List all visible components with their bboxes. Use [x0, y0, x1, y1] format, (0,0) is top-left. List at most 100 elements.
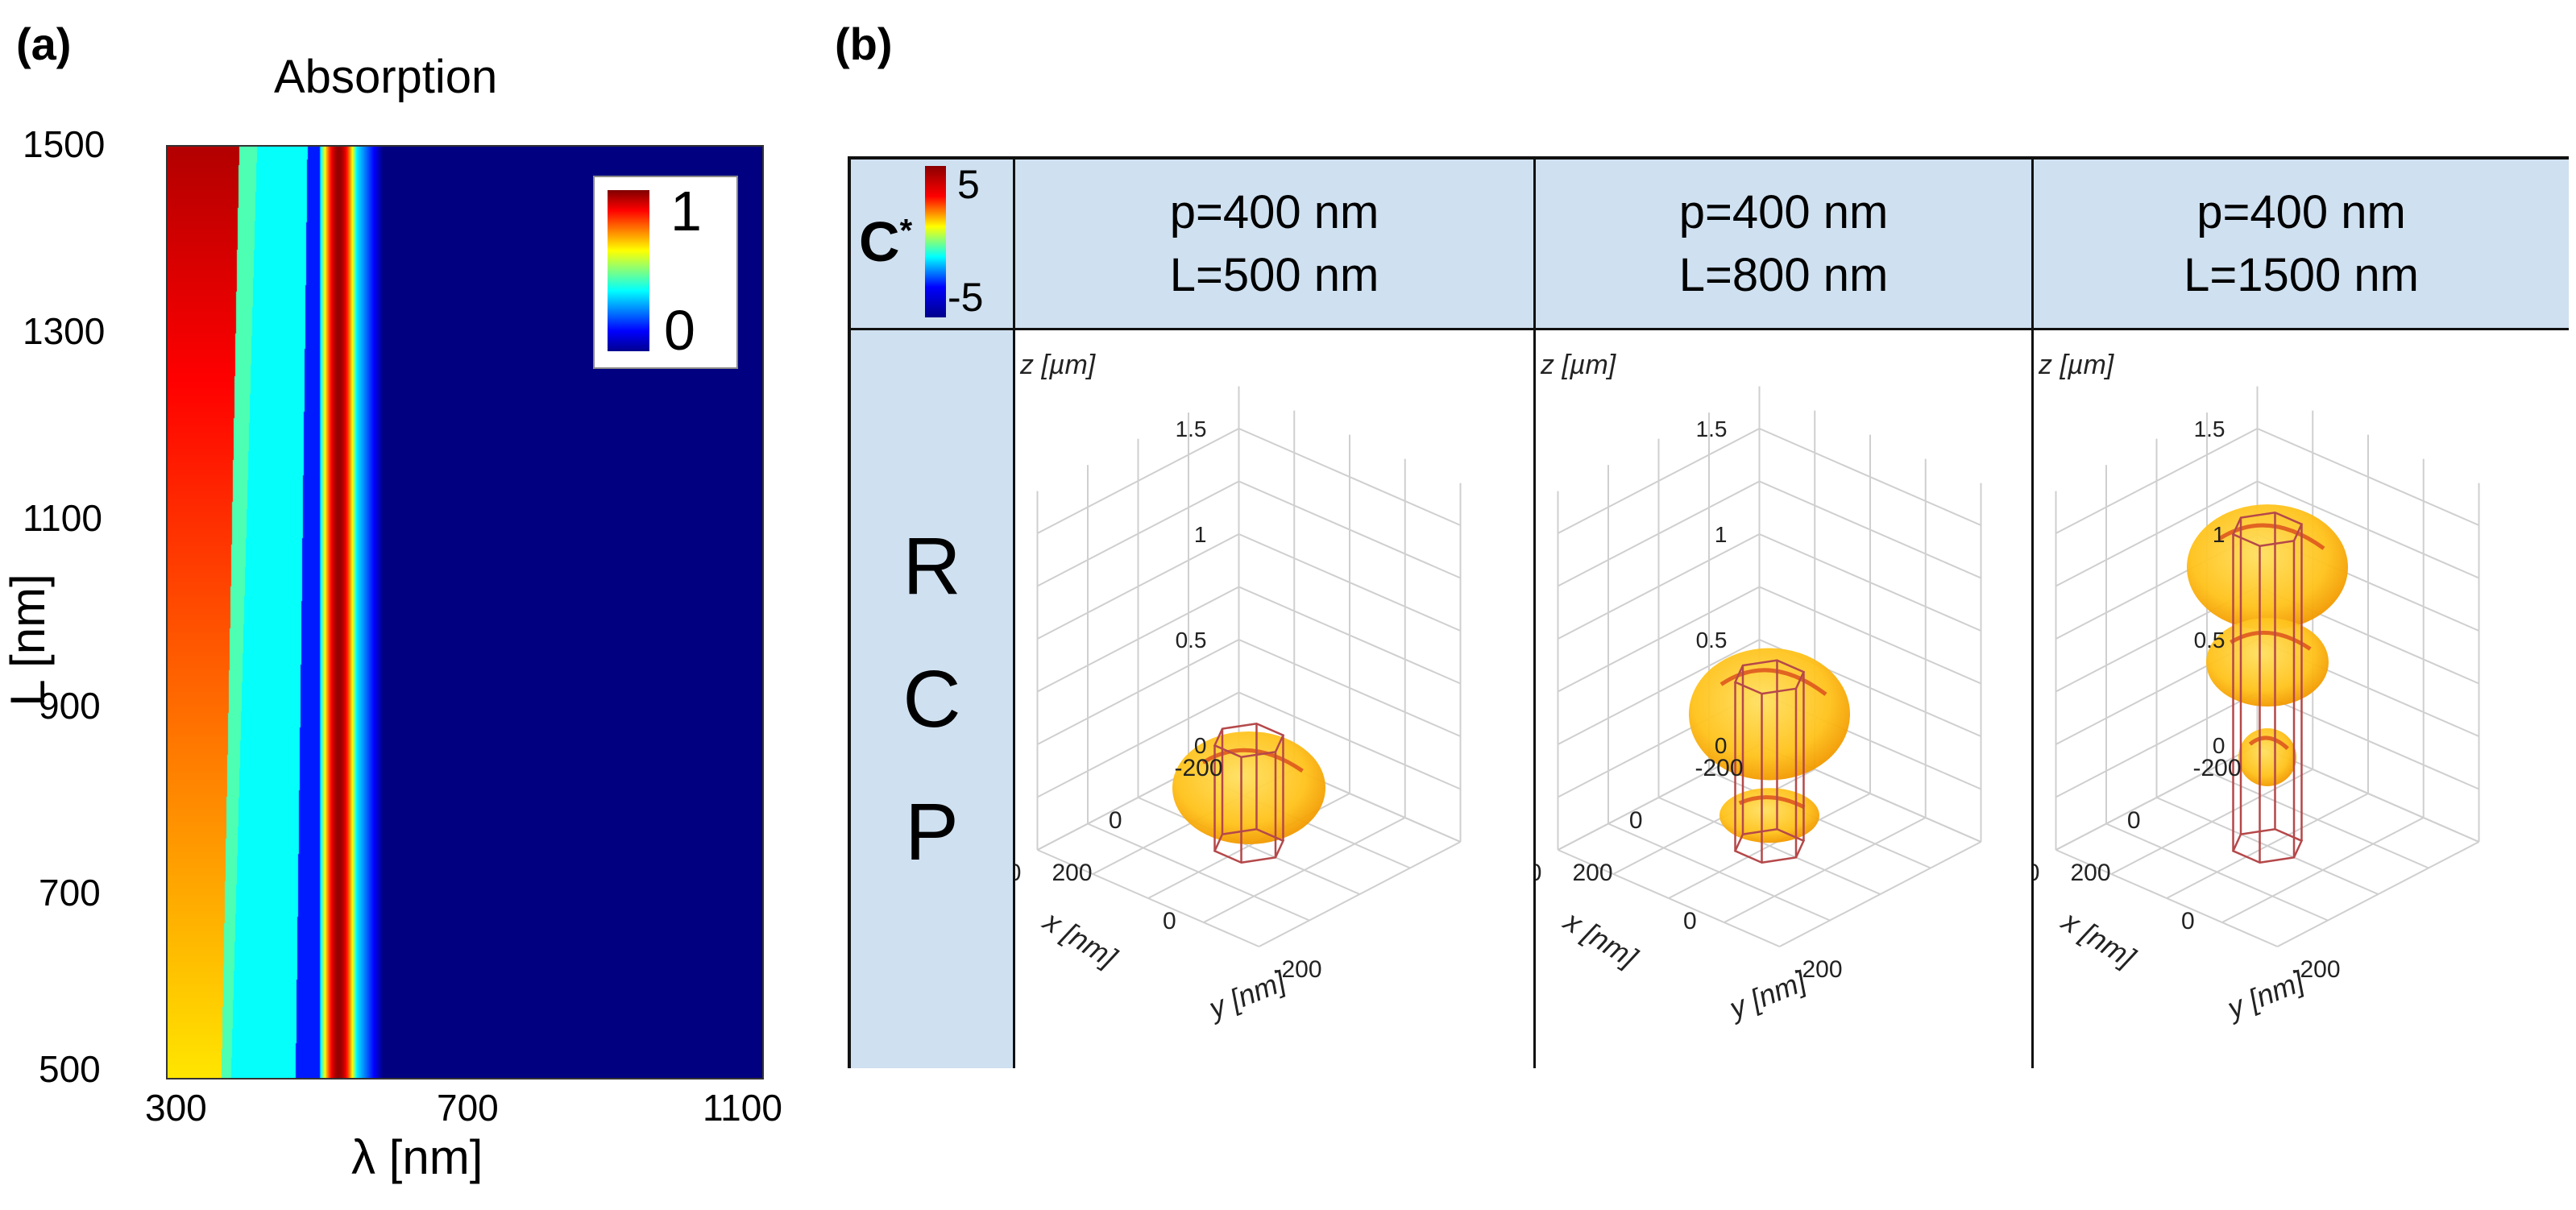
y-axis-label: L [nm] — [0, 574, 55, 707]
col3-L: L=1500 nm — [2184, 248, 2419, 301]
y-tick-label: 200 — [1573, 860, 1613, 886]
x-axis-label: x [nm] — [1037, 903, 1123, 974]
grid-floor — [1558, 849, 1780, 947]
y-tick-900: 900 — [39, 685, 101, 727]
heatmap-colorbar-box: 1 0 — [593, 176, 738, 369]
nanorod-outline — [1733, 659, 1806, 864]
column-header-3: p=400 nm L=1500 nm — [2034, 160, 2569, 330]
y-tick-label: -200 — [1794, 956, 1843, 983]
z-tick-label: 0 — [1194, 733, 1207, 758]
col2-p: p=400 nm — [1678, 185, 1889, 238]
colorbar-superscript: * — [899, 213, 913, 249]
field-lobes — [1689, 648, 1850, 843]
y-tick-1500: 1500 — [23, 123, 106, 165]
grid-floor — [1779, 841, 1981, 947]
y-tick-500: 500 — [39, 1048, 101, 1090]
x-tick-label: -200 — [2192, 755, 2241, 781]
x-tick-label: 200 — [1536, 860, 1542, 886]
panel-b-table: C* 5 -5 p=400 nm L=500 nm p=400 nm L=800… — [848, 156, 2569, 1068]
grid-floor — [1607, 823, 1831, 922]
y-axis-label: y [nm] — [1202, 964, 1291, 1026]
x-tick-1100: 1100 — [703, 1087, 782, 1129]
z-tick-label: 1 — [2213, 522, 2225, 547]
field-hotspot — [1201, 748, 1304, 773]
z-tick-label: 0.5 — [1176, 628, 1207, 653]
col1-L: L=500 nm — [1169, 248, 1379, 301]
column-header-2: p=400 nm L=800 nm — [1536, 160, 2034, 330]
x-tick-label: 200 — [2034, 860, 2040, 886]
rcp-letter-p: P — [905, 786, 959, 877]
column-header-1: p=400 nm L=500 nm — [1015, 160, 1536, 330]
y-axis-label: y [nm] — [2221, 964, 2309, 1026]
grid-floor — [2277, 841, 2479, 947]
z-tick-label: 0 — [1715, 733, 1728, 758]
grid-floor — [1203, 817, 1406, 923]
col1-p: p=400 nm — [1169, 185, 1379, 238]
colorbar-max-label: 1 — [670, 180, 702, 242]
y-axis-label: y [nm] — [1723, 964, 1811, 1026]
x-axis-label: λ [nm] — [351, 1130, 483, 1184]
field-lobes — [2187, 504, 2348, 786]
grid-level — [1037, 427, 1461, 534]
grid-floor — [2166, 793, 2369, 899]
panel-a-label: (a) — [16, 19, 72, 69]
y-tick-label: -200 — [2292, 956, 2341, 983]
col3-p: p=400 nm — [2196, 185, 2406, 238]
colorbar-symbol: C — [859, 210, 900, 273]
grid-lines — [1036, 386, 1462, 947]
colorbar-cell: C* 5 -5 — [851, 160, 1015, 330]
nanorod-outline — [1213, 723, 1285, 864]
y-tick-label: 0 — [1683, 908, 1697, 934]
z-tick-label: 0.5 — [1696, 628, 1728, 653]
x-tick-label: 0 — [1629, 807, 1643, 834]
field-hotspot — [1719, 668, 1827, 696]
x-axis-label: x [nm] — [2055, 903, 2142, 974]
y-tick-label: 200 — [2071, 860, 2111, 886]
grid-floor — [1037, 849, 1259, 947]
grid-lines — [2055, 386, 2480, 947]
y-tick-1100: 1100 — [23, 497, 102, 539]
y-tick-label: -200 — [1274, 956, 1322, 983]
x-tick-label: -200 — [1695, 755, 1743, 781]
y-tick-label: 200 — [1052, 860, 1093, 886]
colorbar-min-label: 0 — [664, 299, 695, 362]
c-star-colorbar — [925, 166, 946, 317]
x-tick-700: 700 — [437, 1087, 499, 1129]
x-tick-label: 0 — [1109, 807, 1122, 834]
c-star-min-label: -5 — [948, 275, 984, 320]
y-tick-1300: 1300 — [23, 310, 106, 352]
z-axis-label: z [µm] — [1019, 350, 1097, 380]
z-tick-label: 1.5 — [1696, 416, 1728, 441]
grid-floor — [1259, 841, 1461, 947]
z-tick-label: 0.5 — [2194, 628, 2225, 653]
z-tick-label: 1 — [1715, 522, 1728, 547]
field-hotspot — [2248, 736, 2289, 751]
grid-floor — [1087, 823, 1310, 922]
y-tick-700: 700 — [39, 872, 101, 914]
z-tick-label: 1.5 — [2194, 416, 2225, 441]
z-tick-label: 1 — [1194, 522, 1207, 547]
grid-floor — [2105, 823, 2329, 922]
heatmap-title: Absorption — [274, 51, 498, 103]
x-tick-label: 0 — [2127, 807, 2141, 834]
z-axis-label: z [µm] — [2038, 350, 2115, 380]
z-tick-label: 1.5 — [1176, 416, 1207, 441]
y-tick-label: 0 — [1163, 908, 1176, 934]
field-hotspot — [1738, 795, 1806, 810]
x-tick-300: 300 — [145, 1087, 207, 1129]
row-label-rcp: R C P — [851, 330, 1015, 1068]
x-tick-label: 200 — [1015, 860, 1022, 886]
x-tick-label: -200 — [1174, 755, 1222, 781]
field-lobe-1 — [2187, 504, 2348, 631]
y-tick-label: 0 — [2181, 908, 2195, 934]
c-star-max-label: 5 — [957, 162, 980, 207]
grid-floor — [1668, 793, 1871, 899]
field-lobes — [1172, 731, 1325, 844]
grid-floor — [2055, 849, 2278, 947]
field-hotspot — [2217, 523, 2325, 550]
panel-b-label: (b) — [835, 19, 893, 69]
